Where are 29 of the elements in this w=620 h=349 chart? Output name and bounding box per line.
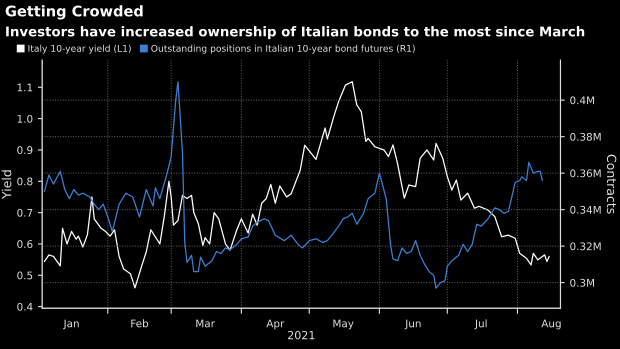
x-tick-label: Feb: [131, 319, 148, 328]
y-tick-label: 1.0: [18, 114, 32, 123]
y2-tick-label: 0.3M: [570, 278, 594, 287]
y-axis-title: Yield: [2, 170, 12, 199]
x-tick-label: Jan: [63, 320, 79, 330]
y-tick-label: 0.5: [17, 271, 32, 280]
y-tick-label: 1.1: [18, 84, 32, 92]
y-tick-label: 0.7: [17, 208, 32, 217]
y2-tick-label: 0.34M: [570, 206, 601, 214]
y-tick-label: 0.9: [17, 146, 32, 154]
legend-label: Outstanding positions in Italian 10-year bond futures (R1): [151, 44, 415, 54]
legend-label: Italy 10-year yield (L1): [28, 44, 131, 54]
x-tick-label: Aug: [541, 320, 561, 330]
x-tick-label: Mar: [196, 320, 215, 328]
chart-title: Getting Crowded: [6, 5, 143, 20]
y2-tick-label: 0.32M: [570, 242, 601, 250]
x-tick-label: Jul: [474, 319, 487, 330]
y2-tick-label: 0.4M: [570, 96, 594, 104]
y2-tick-label: 0.38M: [570, 132, 601, 141]
chart-subtitle: Investors have increased ownership of Italian bonds to the most since March: [6, 26, 584, 40]
y-tick-label: 0.8: [17, 178, 32, 186]
y2-axis-title: Contracts: [606, 154, 616, 214]
x-tick-label: May: [333, 320, 354, 330]
x-tick-label: Apr: [266, 320, 284, 330]
y-tick-label: 0.6: [17, 240, 32, 248]
x-tick-label: Jun: [404, 320, 421, 330]
x-axis-title: 2021: [288, 330, 314, 340]
y2-tick-label: 0.36M: [570, 169, 601, 178]
y-tick-label: 0.4: [17, 302, 33, 311]
